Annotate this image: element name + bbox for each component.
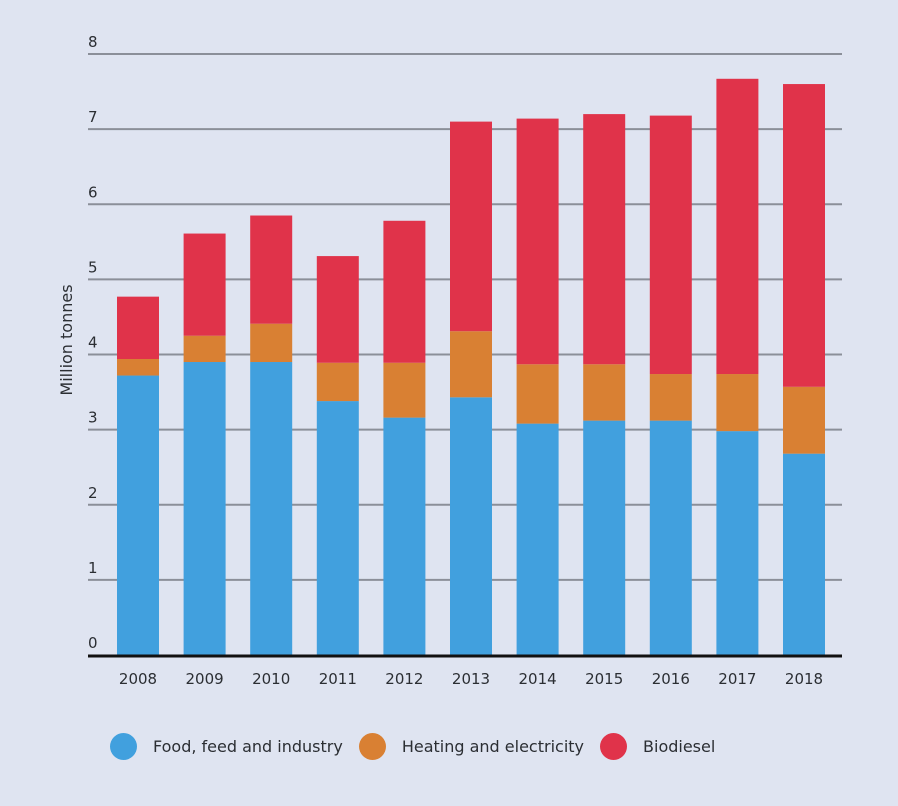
legend-dot-icon [600, 733, 628, 760]
bar-segment-biodiesel-2009 [183, 233, 226, 336]
y-tick-label: 0 [88, 634, 98, 652]
bar-segment-heating-and-electricity-2014 [516, 364, 559, 424]
y-tick-label: 4 [88, 334, 98, 352]
legend-dot-icon [110, 733, 137, 760]
legend-label: Heating and electricity [401, 737, 585, 756]
legend-dot-icon [358, 733, 386, 760]
bar-segment-food-feed-and-industry-2011 [316, 401, 359, 655]
bar-segment-heating-and-electricity-2018 [783, 386, 825, 454]
x-tick-label: 2008 [119, 670, 157, 688]
bar-segment-food-feed-and-industry-2010 [250, 362, 293, 655]
bar-segment-food-feed-and-industry-2015 [583, 420, 626, 655]
bar-segment-heating-and-electricity-2017 [716, 374, 759, 432]
bar-segment-heating-and-electricity-2011 [316, 362, 359, 402]
x-tick-label: 2011 [319, 670, 357, 688]
bar-segment-heating-and-electricity-2010 [250, 323, 293, 363]
bar-segment-biodiesel-2015 [583, 114, 626, 365]
y-tick-label: 6 [88, 183, 98, 201]
bar-segment-biodiesel-2014 [516, 118, 559, 365]
bar-segment-biodiesel-2018 [783, 84, 825, 387]
x-tick-label: 2009 [186, 670, 224, 688]
x-tick-label: 2016 [652, 670, 690, 688]
legend-item-heating-electricity: Heating and electricity [358, 733, 585, 760]
x-tick-label: 2013 [452, 670, 490, 688]
x-tick-label: 2010 [252, 670, 290, 688]
bar-segment-heating-and-electricity-2013 [450, 331, 492, 398]
bar-segment-biodiesel-2013 [450, 121, 492, 332]
legend: Food, feed and industry Heating and elec… [110, 733, 731, 760]
x-tick-label: 2012 [385, 670, 423, 688]
x-tick-label: 2015 [585, 670, 623, 688]
legend-label: Food, feed and industry [153, 737, 343, 756]
bar-segment-food-feed-and-industry-2016 [649, 420, 692, 655]
bar-segment-heating-and-electricity-2009 [183, 335, 226, 363]
bar-segment-heating-and-electricity-2016 [649, 374, 692, 421]
bar-segment-biodiesel-2010 [250, 215, 293, 324]
bar-segment-biodiesel-2017 [716, 78, 759, 375]
x-axis-ticks: 2008 2009 2010 2011 2012 2013 2014 2015 2016 2017… [119, 670, 823, 688]
y-tick-label: 7 [88, 108, 98, 126]
bar-segment-food-feed-and-industry-2017 [716, 431, 759, 655]
bar-segment-biodiesel-2012 [383, 220, 426, 363]
x-tick-label: 2017 [718, 670, 756, 688]
legend-label: Biodiesel [643, 737, 716, 756]
y-axis-label: Million tonnes [57, 284, 76, 395]
bar-segment-food-feed-and-industry-2012 [383, 417, 426, 655]
bar-segment-heating-and-electricity-2008 [117, 359, 159, 376]
legend-item-food-feed-industry: Food, feed and industry [110, 733, 343, 760]
y-tick-label: 3 [88, 409, 98, 427]
bar-segment-biodiesel-2016 [649, 115, 692, 375]
bar-segment-biodiesel-2011 [316, 256, 359, 363]
bar-segment-food-feed-and-industry-2009 [183, 362, 226, 655]
y-tick-label: 5 [88, 258, 98, 276]
bar-segment-heating-and-electricity-2015 [583, 364, 626, 421]
bar-segment-food-feed-and-industry-2018 [783, 453, 825, 655]
x-tick-label: 2018 [785, 670, 823, 688]
y-axis-ticks: 0 1 2 3 4 5 6 7 8 [88, 33, 98, 652]
legend-item-biodiesel: Biodiesel [600, 733, 715, 760]
x-tick-label: 2014 [519, 670, 557, 688]
bar-segment-biodiesel-2008 [117, 296, 159, 360]
bar-segment-heating-and-electricity-2012 [383, 362, 426, 418]
bars [117, 78, 825, 655]
bar-segment-food-feed-and-industry-2008 [117, 375, 159, 655]
bar-segment-food-feed-and-industry-2014 [516, 423, 559, 655]
y-tick-label: 1 [88, 559, 98, 577]
bar-segment-food-feed-and-industry-2013 [450, 397, 492, 655]
y-tick-label: 2 [88, 484, 98, 502]
y-tick-label: 8 [88, 33, 98, 51]
